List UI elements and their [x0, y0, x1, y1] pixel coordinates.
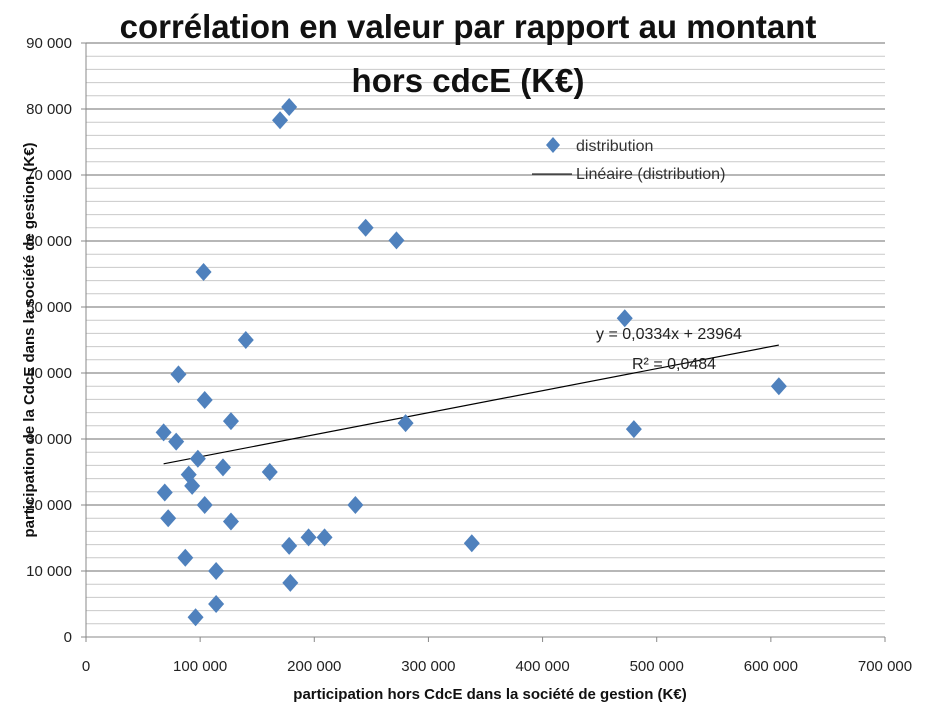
axes: [85, 43, 885, 638]
x-tick-label: 300 000: [401, 658, 455, 675]
data-point-diamond: [170, 365, 187, 384]
x-tick-label: 0: [82, 658, 90, 675]
legend: distribution Linéaire (distribution): [532, 137, 725, 183]
trendline-equation: y = 0,0334x + 23964: [596, 326, 742, 343]
legend-series-label: distribution: [576, 138, 653, 155]
data-point-diamond: [463, 534, 480, 553]
data-point-diamond: [357, 218, 374, 237]
y-tick-label: 30 000: [26, 431, 72, 448]
data-point-diamond: [237, 331, 254, 349]
x-tick-label: 400 000: [515, 658, 569, 675]
y-tick-label: 70 000: [26, 167, 72, 184]
data-point-diamond: [261, 463, 278, 481]
x-tick-labels: 0 100 000 200 000 300 000 400 000 500 000 600 …: [82, 637, 912, 675]
x-axis-label: participation hors CdcE dans la société …: [293, 686, 686, 703]
data-point-diamond: [397, 414, 414, 433]
y-tick-label: 80 000: [26, 101, 72, 118]
data-point-diamond: [282, 573, 299, 592]
y-axis-label: participation de la CdcE dans la société…: [21, 142, 38, 537]
y-tick-label: 0: [64, 629, 72, 646]
gridlines: [86, 42, 885, 625]
trendline-r2: R² = 0,0484: [632, 356, 716, 373]
y-tick-labels: 0 10 000 20 000 30 000 40 000 50 000 60 000 70 …: [26, 35, 86, 646]
data-point-diamond: [272, 111, 289, 130]
legend-marker-diamond-icon: [546, 137, 560, 153]
x-tick-label: 100 000: [173, 658, 227, 675]
y-tick-label: 20 000: [26, 497, 72, 514]
trendline: [163, 344, 779, 465]
data-point-diamond: [770, 377, 787, 396]
data-point-diamond: [196, 496, 213, 514]
y-tick-label: 40 000: [26, 365, 72, 382]
data-point-diamond: [388, 231, 405, 250]
data-point-diamond: [156, 483, 173, 502]
data-point-diamond: [195, 263, 212, 282]
y-tick-label: 50 000: [26, 299, 72, 316]
x-tick-label: 200 000: [287, 658, 341, 675]
data-point-diamond: [300, 528, 317, 547]
data-point-diamond: [189, 449, 206, 468]
y-tick-label: 10 000: [26, 563, 72, 580]
data-point-diamond: [625, 420, 642, 439]
data-point-diamond: [222, 412, 239, 431]
data-point-diamond: [347, 496, 364, 514]
data-point-diamond: [168, 432, 185, 451]
data-point-diamond: [177, 548, 194, 567]
data-point-diamond: [281, 536, 298, 555]
y-tick-label: 60 000: [26, 233, 72, 250]
chart-subtitle: hors cdcE (K€): [352, 62, 585, 99]
data-point-diamond: [316, 528, 333, 547]
legend-trendline-label: Linéaire (distribution): [576, 166, 725, 183]
data-points: [155, 98, 787, 627]
data-point-diamond: [155, 423, 172, 442]
data-point-diamond: [184, 476, 201, 495]
data-point-diamond: [222, 512, 239, 531]
data-point-diamond: [160, 509, 177, 528]
y-tick-label: 90 000: [26, 35, 72, 52]
data-point-diamond: [281, 98, 298, 117]
data-point-diamond: [214, 458, 231, 477]
data-point-diamond: [187, 608, 204, 627]
x-tick-label: 500 000: [630, 658, 684, 675]
chart-title: corrélation en valeur par rapport au mon…: [120, 8, 817, 45]
trendline-group: [163, 344, 779, 465]
x-tick-label: 700 000: [858, 658, 912, 675]
x-tick-label: 600 000: [744, 658, 798, 675]
data-point-diamond: [196, 391, 213, 410]
data-point-diamond: [616, 309, 633, 328]
data-point-diamond: [208, 562, 225, 580]
data-point-diamond: [208, 595, 225, 613]
